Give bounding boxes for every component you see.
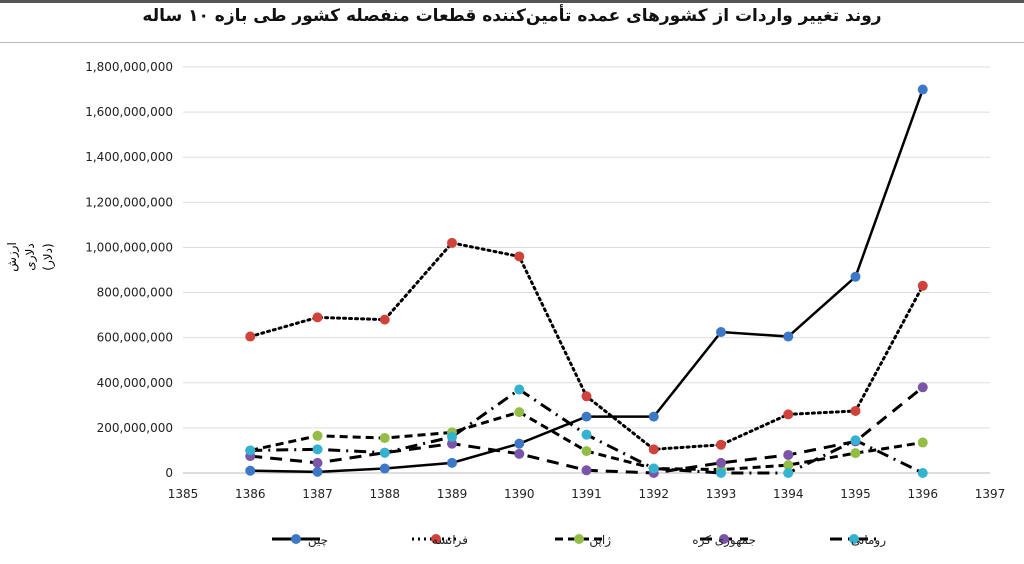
- data-point-2: [850, 448, 861, 459]
- data-point-4: [917, 468, 928, 478]
- data-point-0: [917, 84, 928, 95]
- data-point-1: [245, 331, 256, 342]
- data-point-1: [312, 312, 323, 323]
- legend-marker-3: [719, 534, 729, 544]
- x-tick-label: 1388: [369, 487, 400, 501]
- data-point-1: [648, 444, 659, 455]
- data-point-4: [581, 429, 592, 440]
- y-tick-label: 800,000,000: [97, 286, 173, 300]
- data-point-4: [716, 468, 726, 478]
- legend-label-0: چین: [308, 533, 328, 548]
- data-point-0: [783, 331, 794, 342]
- data-point-1: [514, 251, 525, 262]
- legend-marker-4: [849, 534, 859, 544]
- x-tick-label: 1393: [706, 487, 737, 501]
- data-point-0: [716, 327, 726, 338]
- x-tick-label: 1392: [638, 487, 669, 501]
- x-tick-label: 1391: [571, 487, 602, 501]
- y-tick-label: 600,000,000: [97, 331, 173, 345]
- data-point-4: [447, 431, 457, 442]
- legend-marker-1: [431, 534, 441, 544]
- data-point-0: [312, 466, 323, 477]
- data-point-1: [716, 439, 726, 450]
- y-tick-label: 200,000,000: [97, 421, 173, 435]
- x-tick-label: 1395: [840, 487, 871, 501]
- y-tick-label: 1,000,000,000: [85, 240, 173, 254]
- x-tick-label: 1394: [773, 487, 804, 501]
- data-point-4: [648, 463, 659, 474]
- data-point-3: [917, 382, 928, 393]
- data-point-0: [514, 438, 525, 449]
- y-tick-label: 1,800,000,000: [85, 60, 173, 74]
- legend-label-1: فرانسه: [432, 533, 468, 548]
- data-point-4: [245, 445, 256, 456]
- data-point-0: [447, 457, 457, 468]
- data-point-1: [379, 314, 390, 325]
- data-point-2: [783, 460, 794, 471]
- data-point-4: [514, 384, 525, 395]
- legend-marker-0: [291, 534, 301, 544]
- chart-title: روند تغییر واردات از کشورهای عمده تأمین‌…: [142, 6, 882, 26]
- top-border: [0, 0, 1024, 3]
- x-tick-label: 1386: [235, 487, 266, 501]
- data-point-2: [917, 437, 928, 448]
- data-point-3: [783, 449, 794, 460]
- y-tick-label: 1,600,000,000: [85, 105, 173, 119]
- data-point-1: [917, 280, 928, 291]
- y-tick-label: 1,200,000,000: [85, 195, 173, 209]
- data-point-0: [245, 465, 256, 476]
- data-point-4: [312, 444, 323, 455]
- data-point-4: [850, 435, 861, 446]
- legend-label-2: ژاپن: [589, 533, 611, 548]
- data-point-0: [648, 411, 659, 422]
- data-point-0: [850, 271, 861, 282]
- data-point-1: [783, 409, 794, 420]
- legend-label-3: جمهوری کره: [692, 533, 756, 548]
- x-tick-label: 1387: [302, 487, 333, 501]
- y-tick-label: 0: [165, 466, 173, 480]
- x-tick-label: 1390: [504, 487, 535, 501]
- data-point-3: [312, 457, 323, 468]
- legend-marker-2: [574, 534, 584, 544]
- data-point-0: [379, 463, 390, 474]
- data-point-2: [379, 433, 390, 444]
- data-point-2: [312, 430, 323, 441]
- data-point-3: [514, 448, 525, 459]
- data-point-0: [581, 411, 592, 422]
- data-point-3: [716, 457, 726, 468]
- data-point-4: [379, 447, 390, 458]
- data-point-3: [581, 465, 592, 476]
- legend-label-4: رومانی: [851, 533, 886, 548]
- data-point-2: [514, 407, 525, 418]
- data-point-4: [783, 468, 794, 478]
- data-point-1: [581, 391, 592, 402]
- x-tick-label: 1397: [975, 487, 1006, 501]
- x-tick-label: 1389: [437, 487, 468, 501]
- x-tick-label: 1385: [168, 487, 199, 501]
- data-point-2: [581, 446, 592, 457]
- data-point-1: [447, 237, 457, 248]
- y-tick-label: 1,400,000,000: [85, 150, 173, 164]
- data-point-1: [850, 405, 861, 416]
- title-divider: [0, 42, 1024, 43]
- x-tick-label: 1396: [907, 487, 938, 501]
- y-tick-label: 400,000,000: [97, 376, 173, 390]
